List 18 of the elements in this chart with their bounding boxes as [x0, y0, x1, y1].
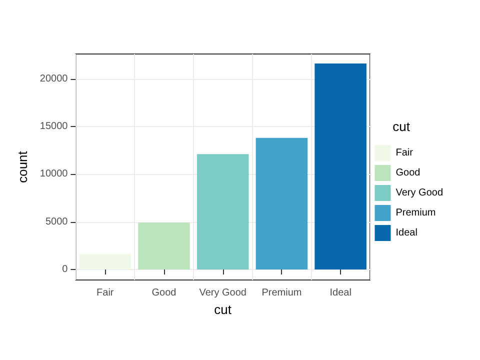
legend-label: Very Good: [396, 188, 444, 198]
legend-label: Fair: [396, 148, 414, 158]
legend-label: Ideal: [396, 228, 418, 238]
y-tick-label: 0: [62, 264, 68, 276]
y-tick-label: 20000: [40, 73, 68, 84]
y-tick-label: 10000: [40, 168, 68, 180]
legend-title: cut: [392, 119, 410, 134]
legend-label: Premium: [396, 208, 436, 218]
y-tick-label: 15000: [40, 120, 68, 132]
x-tick-label: Premium: [262, 288, 302, 298]
x-tick-label: Ideal: [330, 288, 352, 298]
y-axis-title: count: [15, 150, 30, 183]
legend-label: Good: [396, 168, 420, 178]
x-tick-label: Good: [152, 288, 176, 298]
y-tick-label: 5000: [45, 216, 68, 228]
x-tick-label: Very Good: [199, 288, 246, 298]
x-tick-label: Fair: [96, 288, 114, 298]
x-axis-title: cut: [214, 302, 232, 317]
